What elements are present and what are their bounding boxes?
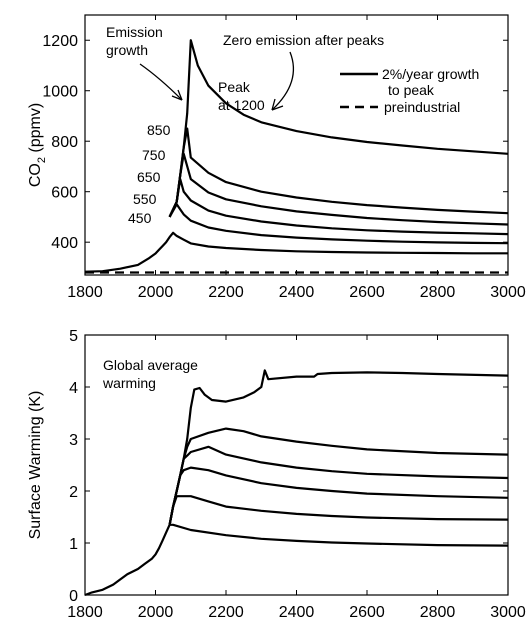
co2-y-tick-label: 800 [51,134,78,151]
emission-growth-arrow [139,63,183,101]
peak-annotation-line2: at 1200 [218,97,265,113]
warming-y-tick-label: 1 [69,536,78,553]
co2-y-tick-label: 1000 [42,84,78,101]
co2-y-axis-label-main: CO [27,163,44,187]
warming-y-tick-label: 4 [69,380,78,397]
zero-emission-annotation: Zero emission after peaks [223,32,384,48]
warming-series-line-450 [84,523,509,597]
warming-series-line-750 [168,445,509,526]
legend-label-growth-line2: to peak [388,82,435,98]
peak-label-850: 850 [147,122,171,138]
peak-label-750: 750 [142,147,166,163]
emission-growth-annotation-line1: Emission [106,24,163,40]
peak-label-650: 650 [137,169,161,185]
co2-x-tick-label: 2000 [138,284,174,301]
legend-label-preindustrial: preindustrial [384,99,460,115]
warming-series-line-550 [168,495,509,526]
warming-series-line-1200 [168,369,509,526]
legend-label-growth-line1: 2%/year growth [382,66,479,82]
zero-emission-arrow [271,51,294,111]
peak-label-550: 550 [133,191,157,207]
warming-x-tick-label: 3000 [490,604,526,620]
co2-y-tick-label: 600 [51,185,78,202]
warming-y-tick-label: 3 [69,432,78,449]
co2-y-axis-label: CO2 (ppmv) [27,103,48,187]
global-average-annotation-line1: Global average [103,357,198,373]
warming-x-tick-label: 2600 [349,604,385,620]
emission-growth-arrowhead [171,89,183,101]
zero-emission-arrowhead [271,98,284,111]
warming-x-tick-label: 2200 [208,604,244,620]
warming-y-tick-label: 5 [69,328,78,345]
warming-x-tick-label: 2400 [279,604,315,620]
co2-series-line-450 [84,231,508,273]
co2-x-tick-label: 2400 [279,284,315,301]
global-average-annotation-line2: warming [102,375,156,391]
co2-legend: 2%/year growth to peak preindustrial [340,66,479,115]
co2-x-tick-label: 2600 [349,284,385,301]
warming-ticks: 1800 2000 2200 2400 2600 2800 3000 0 1 2 3 4 5 [67,328,526,620]
emission-growth-annotation-line2: growth [106,42,148,58]
warming-x-tick-label: 1800 [67,604,103,620]
co2-series-line-1200 [168,39,509,218]
co2-y-axis-label-unit: (ppmv) [27,103,44,157]
warming-y-tick-label: 2 [69,484,78,501]
co2-plot-frame [84,14,509,276]
warming-x-tick-label: 2000 [138,604,174,620]
warming-y-axis-label: Surface Warming (K) [27,391,44,540]
co2-series-line-650 [168,178,509,236]
co2-series [84,39,509,274]
warming-x-tick-label: 2800 [420,604,456,620]
co2-x-tick-label: 3000 [490,284,526,301]
co2-x-tick-label: 1800 [67,284,103,301]
co2-y-tick-label: 400 [51,235,78,252]
warming-panel: 1800 2000 2200 2400 2600 2800 3000 0 1 2 3 4 5 Surfa… [27,328,526,620]
co2-y-axis-label-sub: 2 [36,157,48,163]
warming-series [84,369,509,597]
co2-ticks: 1800 2000 2200 2400 2600 2800 3000 400 600 800 100… [42,15,526,301]
co2-series-line-550 [168,203,509,245]
peak-annotation-line1: Peak [218,79,251,95]
peak-label-450: 450 [128,210,152,226]
co2-panel: 1800 2000 2200 2400 2600 2800 3000 400 600 800 100… [27,14,526,301]
warming-y-tick-label: 0 [69,588,78,605]
co2-series-line-850 [168,127,509,218]
co2-x-tick-label: 2200 [208,284,244,301]
co2-x-tick-label: 2800 [420,284,456,301]
co2-y-tick-label: 1200 [42,33,78,50]
